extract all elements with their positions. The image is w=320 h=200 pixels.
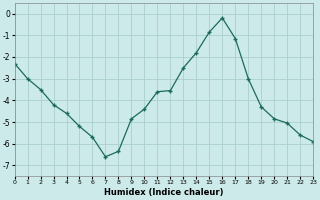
X-axis label: Humidex (Indice chaleur): Humidex (Indice chaleur) — [104, 188, 224, 197]
